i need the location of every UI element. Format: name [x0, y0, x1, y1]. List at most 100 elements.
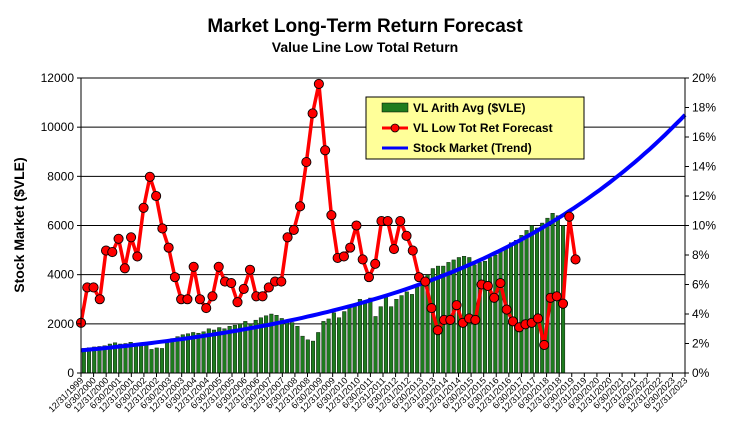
y-axis-ticks: 0 2000 4000 6000 8000 10000 12000: [41, 71, 81, 380]
bar: [514, 240, 519, 374]
forecast-point: [194, 294, 205, 305]
bar: [300, 335, 305, 374]
bar: [305, 339, 310, 374]
forecast-point: [288, 224, 299, 235]
forecast-point: [313, 78, 324, 89]
forecast-point: [388, 244, 400, 255]
forecast-point: [507, 316, 518, 327]
forecast-point: [363, 272, 375, 283]
bar: [363, 301, 368, 374]
trend-series: [80, 113, 687, 353]
bar: [404, 291, 409, 374]
bar: [378, 306, 383, 374]
bar: [159, 348, 164, 374]
forecast-point: [88, 282, 99, 293]
bar: [133, 343, 138, 374]
legend-swatch-forecast-marker: [390, 123, 400, 133]
bar: [493, 254, 498, 374]
bar: [529, 225, 534, 374]
forecast-point: [163, 242, 174, 253]
y2-tick-label: 16%: [692, 130, 716, 144]
bar: [357, 299, 362, 374]
bar: [482, 260, 487, 374]
bar: [284, 319, 289, 374]
forecast-point: [126, 232, 137, 243]
forecast-point: [301, 157, 312, 168]
forecast-point: [401, 230, 412, 241]
forecast-point: [432, 325, 443, 336]
trend-line: [80, 113, 687, 353]
y-axis-label: Stock Market ($VLE): [11, 157, 27, 292]
bar: [498, 251, 503, 374]
forecast-point: [382, 216, 393, 227]
bar: [540, 222, 545, 374]
forecast-point: [226, 277, 237, 289]
forecast-point: [570, 254, 581, 265]
forecast-point: [144, 171, 155, 182]
forecast-point: [495, 277, 506, 289]
y2-tick-label: 8%: [692, 248, 710, 262]
forecast-point: [326, 210, 337, 221]
forecast-point: [395, 216, 406, 227]
legend: VL Arith Avg ($VLE) VL Low Tot Ret Forec…: [365, 96, 585, 160]
forecast-point: [307, 108, 318, 119]
forecast-point: [564, 211, 575, 222]
bar: [519, 235, 524, 374]
forecast-point: [345, 242, 356, 253]
x-axis-ticks: 12/31/19996/30/200012/31/20006/30/200112…: [46, 373, 689, 414]
bar: [524, 230, 529, 374]
forecast-point: [151, 190, 162, 202]
forecast-point: [426, 303, 437, 314]
bar: [373, 316, 378, 374]
forecast-point: [276, 276, 287, 287]
y2-tick-label: 20%: [692, 71, 716, 85]
forecast-point: [532, 313, 544, 324]
bar: [196, 332, 201, 374]
bar: [139, 342, 144, 374]
bar: [488, 257, 493, 374]
forecast-point: [182, 294, 193, 305]
bar: [352, 303, 357, 374]
y2-tick-label: 2%: [692, 337, 710, 351]
bar: [409, 294, 414, 374]
bar: [399, 295, 404, 374]
bar: [462, 256, 467, 374]
y2-tick-label: 18%: [692, 101, 716, 115]
forecast-point: [482, 280, 493, 292]
y2-tick-label: 0%: [692, 366, 710, 380]
forecast-point: [113, 233, 124, 244]
bar: [170, 338, 175, 374]
forecast-point: [420, 276, 431, 287]
forecast-point: [539, 339, 550, 351]
forecast-point: [257, 291, 268, 302]
forecast-point: [119, 263, 130, 274]
forecast-point: [207, 291, 218, 302]
forecast-point: [169, 272, 180, 283]
forecast-point: [445, 314, 456, 325]
forecast-point: [94, 294, 105, 305]
bar: [311, 340, 316, 374]
y-tick-label: 0: [67, 366, 74, 380]
y-tick-label: 10000: [41, 120, 75, 134]
bar: [383, 296, 388, 374]
forecast-point: [282, 232, 293, 243]
bar: [347, 306, 352, 374]
y2-tick-label: 4%: [692, 307, 710, 321]
bar: [290, 322, 295, 374]
legend-swatch-bar: [381, 102, 409, 113]
y-tick-label: 4000: [47, 268, 74, 282]
y2-axis-ticks: 0% 2% 4% 6% 8% 10% 12% 14% 16% 18% 20%: [685, 71, 716, 380]
chart-subtitle: Value Line Low Total Return: [272, 39, 458, 55]
forecast-point: [451, 300, 462, 311]
forecast-point: [244, 264, 256, 275]
bar: [326, 318, 331, 374]
bar: [394, 299, 399, 374]
bar: [331, 312, 336, 374]
bar: [149, 349, 154, 374]
forecast-point: [501, 304, 512, 315]
y2-tick-label: 12%: [692, 189, 716, 203]
forecast-point: [201, 303, 212, 314]
forecast-point: [132, 251, 143, 262]
forecast-point: [107, 246, 118, 258]
bar: [144, 345, 149, 374]
